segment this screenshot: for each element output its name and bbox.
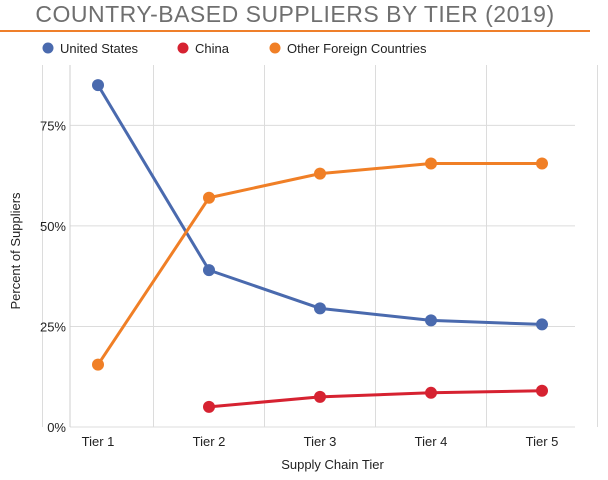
legend-marker	[177, 42, 189, 54]
data-point-china	[203, 400, 215, 413]
data-point-other-foreign-countries	[314, 167, 326, 180]
legend-item-united-states: United States	[42, 41, 139, 56]
x-tick-label: Tier 4	[415, 434, 448, 449]
series-line-united-states	[96, 84, 543, 326]
y-tick-label: 75%	[40, 118, 66, 133]
legend: United States China Other Foreign Countrie…	[42, 41, 427, 56]
data-point-united-states	[203, 264, 215, 277]
x-axis-ticks: Tier 1 Tier 2 Tier 3 Tier 4 Tier 5	[82, 434, 559, 449]
legend-label: Other Foreign Countries	[287, 41, 427, 56]
data-point-china	[314, 390, 326, 403]
data-point-other-foreign-countries	[425, 157, 437, 170]
title-underline	[0, 30, 590, 32]
y-tick-label: 50%	[40, 219, 66, 234]
legend-marker	[42, 42, 54, 54]
data-point-united-states	[536, 318, 548, 331]
y-axis-title: Percent of Suppliers	[8, 192, 23, 310]
x-tick-label: Tier 3	[304, 434, 337, 449]
legend-label: China	[195, 41, 230, 56]
y-tick-label: 0%	[47, 420, 66, 435]
grid	[42, 65, 598, 428]
series-points	[92, 79, 548, 413]
data-point-united-states	[425, 314, 437, 327]
data-point-other-foreign-countries	[536, 157, 548, 170]
legend-item-china: China	[177, 41, 230, 56]
y-axis-ticks: 0% 25% 50% 75%	[40, 118, 66, 435]
chart-title: COUNTRY-BASED SUPPLIERS BY TIER (2019)	[35, 1, 555, 27]
legend-marker	[269, 42, 281, 54]
x-tick-label: Tier 5	[526, 434, 559, 449]
data-point-china	[536, 384, 548, 397]
series-line-china	[208, 389, 543, 409]
data-point-united-states	[92, 79, 104, 92]
x-tick-label: Tier 2	[193, 434, 226, 449]
series-lines	[96, 84, 543, 409]
data-point-other-foreign-countries	[203, 191, 215, 204]
legend-label: United States	[60, 41, 139, 56]
data-point-other-foreign-countries	[92, 358, 104, 371]
x-tick-label: Tier 1	[82, 434, 115, 449]
legend-item-other-foreign-countries: Other Foreign Countries	[269, 41, 427, 56]
data-point-united-states	[314, 302, 326, 315]
x-axis-title: Supply Chain Tier	[281, 457, 384, 472]
y-tick-label: 25%	[40, 319, 66, 334]
data-point-china	[425, 386, 437, 399]
